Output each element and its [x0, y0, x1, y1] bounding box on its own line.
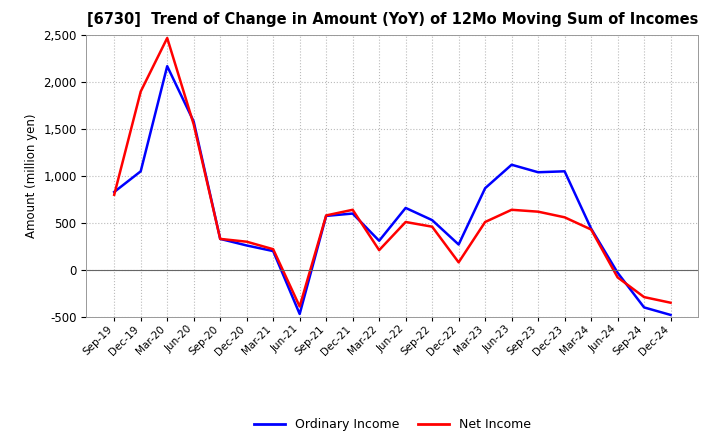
Net Income	[163, 35, 171, 40]
Net Income	[110, 192, 119, 198]
Ordinary Income	[481, 186, 490, 191]
Ordinary Income	[348, 211, 357, 216]
Net Income	[322, 213, 330, 218]
Ordinary Income	[110, 189, 119, 194]
Title: [6730]  Trend of Change in Amount (YoY) of 12Mo Moving Sum of Incomes: [6730] Trend of Change in Amount (YoY) o…	[86, 12, 698, 27]
Net Income	[243, 239, 251, 244]
Ordinary Income	[587, 226, 595, 231]
Ordinary Income	[508, 162, 516, 167]
Ordinary Income	[269, 249, 277, 254]
Net Income	[295, 304, 304, 309]
Legend: Ordinary Income, Net Income: Ordinary Income, Net Income	[248, 413, 536, 436]
Net Income	[428, 224, 436, 229]
Ordinary Income	[613, 270, 622, 275]
Ordinary Income	[189, 119, 198, 124]
Net Income	[269, 246, 277, 252]
Ordinary Income	[640, 305, 649, 310]
Line: Net Income: Net Income	[114, 38, 670, 307]
Net Income	[216, 236, 225, 242]
Ordinary Income	[428, 217, 436, 223]
Net Income	[136, 89, 145, 94]
Net Income	[375, 248, 384, 253]
Net Income	[481, 220, 490, 225]
Ordinary Income	[136, 169, 145, 174]
Ordinary Income	[454, 242, 463, 247]
Net Income	[348, 207, 357, 213]
Ordinary Income	[295, 312, 304, 317]
Net Income	[454, 260, 463, 265]
Net Income	[613, 275, 622, 280]
Ordinary Income	[534, 169, 542, 175]
Ordinary Income	[216, 236, 225, 242]
Net Income	[587, 227, 595, 232]
Net Income	[534, 209, 542, 214]
Ordinary Income	[322, 213, 330, 219]
Line: Ordinary Income: Ordinary Income	[114, 66, 670, 315]
Ordinary Income	[375, 238, 384, 243]
Net Income	[508, 207, 516, 213]
Net Income	[560, 215, 569, 220]
Y-axis label: Amount (million yen): Amount (million yen)	[24, 114, 37, 238]
Net Income	[401, 220, 410, 225]
Ordinary Income	[560, 169, 569, 174]
Ordinary Income	[243, 243, 251, 248]
Ordinary Income	[401, 205, 410, 211]
Net Income	[640, 294, 649, 300]
Ordinary Income	[163, 63, 171, 69]
Ordinary Income	[666, 312, 675, 318]
Net Income	[189, 122, 198, 127]
Net Income	[666, 300, 675, 305]
